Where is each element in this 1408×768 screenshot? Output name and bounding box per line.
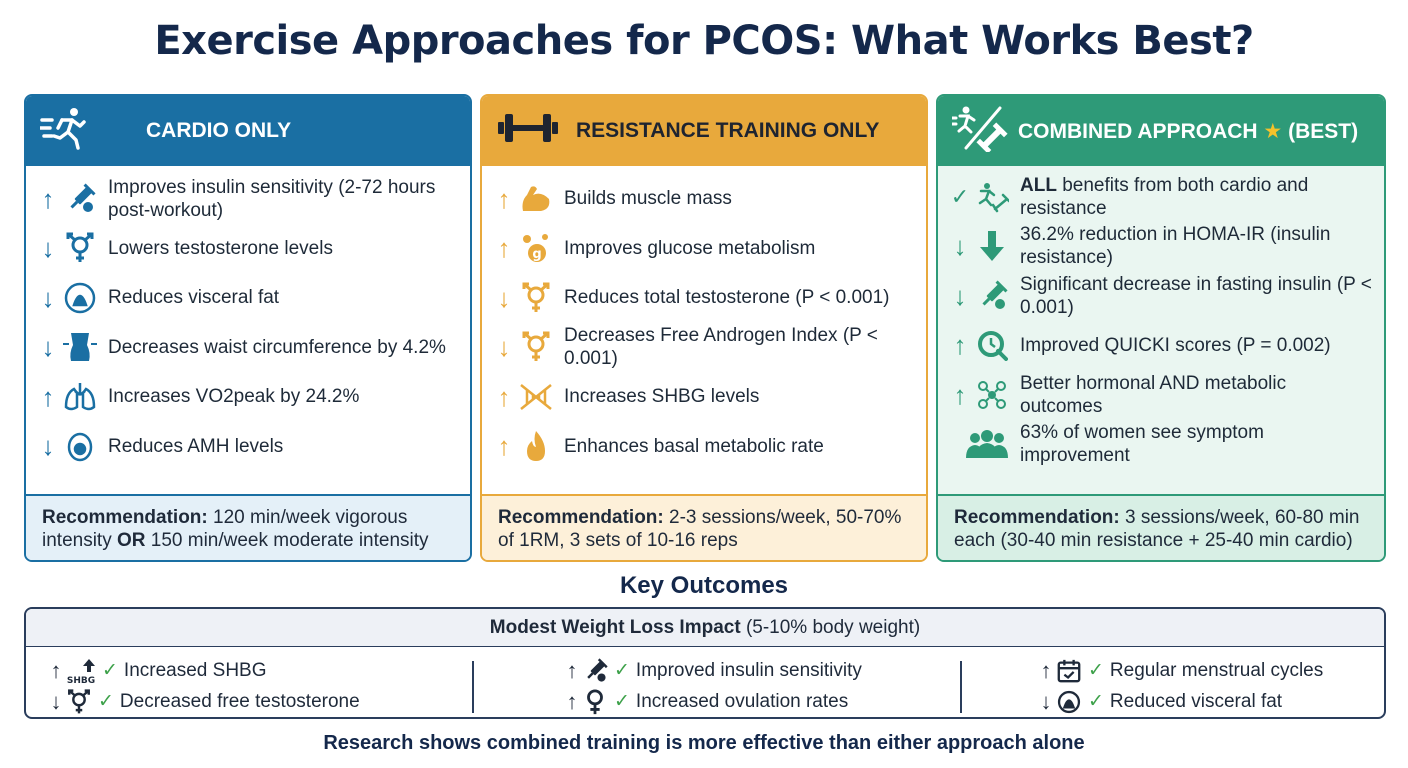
outcome-item: ↑ SHBG ✓ Increased SHBG <box>50 657 267 685</box>
combined-recommendation: Recommendation: 3 sessions/week, 60-80 m… <box>938 494 1384 560</box>
combined-panel: COMBINED APPROACH ★ (BEST) ✓ ALL benefit… <box>936 94 1386 562</box>
female-symbol-icon <box>580 688 610 716</box>
list-item: ↑ Better hormonal AND metabolic outcomes <box>953 372 1287 417</box>
combined-header-title: COMBINED APPROACH ★ (BEST) <box>1018 119 1359 143</box>
list-item: ↓ Decreases Free Androgen Index (P < 0.0… <box>497 325 878 370</box>
list-item: ✓ ALL benefits from both cardio and resi… <box>950 174 1309 219</box>
dumbbell-icon <box>496 108 560 154</box>
page-title: Exercise Approaches for PCOS: What Works… <box>154 18 1254 64</box>
resistance-header: RESISTANCE TRAINING ONLY <box>482 96 926 166</box>
dna-icon <box>518 379 554 415</box>
down-arrow-icon <box>974 228 1010 264</box>
check-icon: ✓ <box>614 691 630 712</box>
list-item: ↓ 36.2% reduction in HOMA-IR (insulin re… <box>953 224 1331 269</box>
insulin-syringe-icon <box>974 278 1010 314</box>
divider <box>472 661 474 713</box>
divider <box>960 661 962 713</box>
check-icon: ✓ <box>102 660 118 681</box>
running-person-icon <box>38 106 88 156</box>
gender-symbol-icon <box>64 688 94 716</box>
list-item: ↑ g Improves glucose metabolism <box>494 224 914 274</box>
list-item: ↓ Decreases waist circumference by 4.2% <box>38 323 458 373</box>
outcome-item: ↓ ✓ Decreased free testosterone <box>50 688 360 716</box>
key-outcomes-header: Modest Weight Loss Impact (5-10% body we… <box>26 609 1384 647</box>
check-icon: ✓ <box>614 660 630 681</box>
check-icon: ✓ <box>1088 691 1104 712</box>
list-item: ↑ Improves insulin sensitivity (2-72 hou… <box>41 176 436 221</box>
outcome-item: ↓ ✓ Reduced visceral fat <box>1040 688 1283 716</box>
list-item: ↑ Enhances basal metabolic rate <box>494 422 914 472</box>
glucose-icon: g <box>518 230 554 266</box>
gender-symbol-icon <box>518 280 554 316</box>
insulin-syringe-icon <box>62 181 98 217</box>
runner-dumbbell-icon <box>974 179 1010 215</box>
check-icon: ✓ <box>98 691 114 712</box>
flame-icon <box>518 428 554 464</box>
outcome-column: ↑ ✓ Improved insulin sensitivity ↑ ✓ Inc… <box>564 655 862 717</box>
magnifier-q-icon <box>974 327 1010 363</box>
calendar-check-icon <box>1054 657 1084 685</box>
list-item: 63% of women see symptom improvement <box>950 420 1372 470</box>
insulin-syringe-icon <box>580 657 610 685</box>
run-and-dumbbell-icon <box>950 104 1010 158</box>
visceral-fat-icon <box>62 280 98 316</box>
lungs-icon <box>62 379 98 415</box>
outcome-item: ↑ ✓ Regular menstrual cycles <box>1040 657 1324 685</box>
cardio-header: CARDIO ONLY <box>26 96 470 166</box>
waist-icon <box>62 329 98 365</box>
outcome-column: ↑ SHBG ✓ Increased SHBG ↓ ✓ Decreased fr… <box>48 655 360 717</box>
list-item: ↓ Lowers testosterone levels <box>38 224 458 274</box>
hormone-molecules-icon <box>974 377 1010 413</box>
list-item: ↑ Improved QUICKI scores (P = 0.002) <box>950 321 1372 371</box>
outcome-item: ↑ ✓ Increased ovulation rates <box>566 688 849 716</box>
check-icon: ✓ <box>1088 660 1104 681</box>
ovary-egg-icon <box>62 428 98 464</box>
combined-header: COMBINED APPROACH ★ (BEST) <box>938 96 1384 166</box>
women-group-icon <box>964 426 1010 462</box>
visceral-fat-icon <box>1054 688 1084 716</box>
svg-text:g: g <box>532 247 541 262</box>
resistance-panel: RESISTANCE TRAINING ONLY ↑ Builds muscle… <box>480 94 928 562</box>
list-item: ↑ Increases VO2peak by 24.2% <box>38 372 458 422</box>
footer-note: Research shows combined training is more… <box>323 732 1085 754</box>
svg-text:SHBG: SHBG <box>67 676 95 685</box>
resistance-header-title: RESISTANCE TRAINING ONLY <box>576 119 880 142</box>
cardio-panel: CARDIO ONLY ↑ Improves insulin sensitivi… <box>24 94 472 562</box>
list-item: ↓ Reduces AMH levels <box>38 422 458 472</box>
gender-symbol-icon <box>62 230 98 266</box>
list-item: ↑ Builds muscle mass <box>494 174 914 224</box>
shbg-arrow-icon: SHBG <box>64 657 98 685</box>
resistance-recommendation: Recommendation: 2-3 sessions/week, 50-70… <box>482 494 926 560</box>
list-item: ↓ Reduces visceral fat <box>38 273 458 323</box>
key-outcomes-box: Modest Weight Loss Impact (5-10% body we… <box>24 607 1386 719</box>
list-item: ↓ Reduces total testosterone (P < 0.001) <box>494 273 914 323</box>
cardio-header-title: CARDIO ONLY <box>146 119 292 142</box>
outcome-item: ↑ ✓ Improved insulin sensitivity <box>566 657 862 685</box>
cardio-recommendation: Recommendation: 120 min/week vigorous in… <box>26 494 470 560</box>
key-outcomes-title: Key Outcomes <box>619 572 789 599</box>
outcome-column: ↑ ✓ Regular menstrual cycles ↓ ✓ Reduced… <box>1038 655 1324 717</box>
gender-symbol-icon <box>518 329 554 365</box>
star-icon: ★ <box>1263 119 1283 143</box>
list-item: ↓ Significant decrease in fasting insuli… <box>953 273 1372 318</box>
list-item: ↑ Increases SHBG levels <box>494 372 914 422</box>
flexed-arm-icon <box>518 181 554 217</box>
